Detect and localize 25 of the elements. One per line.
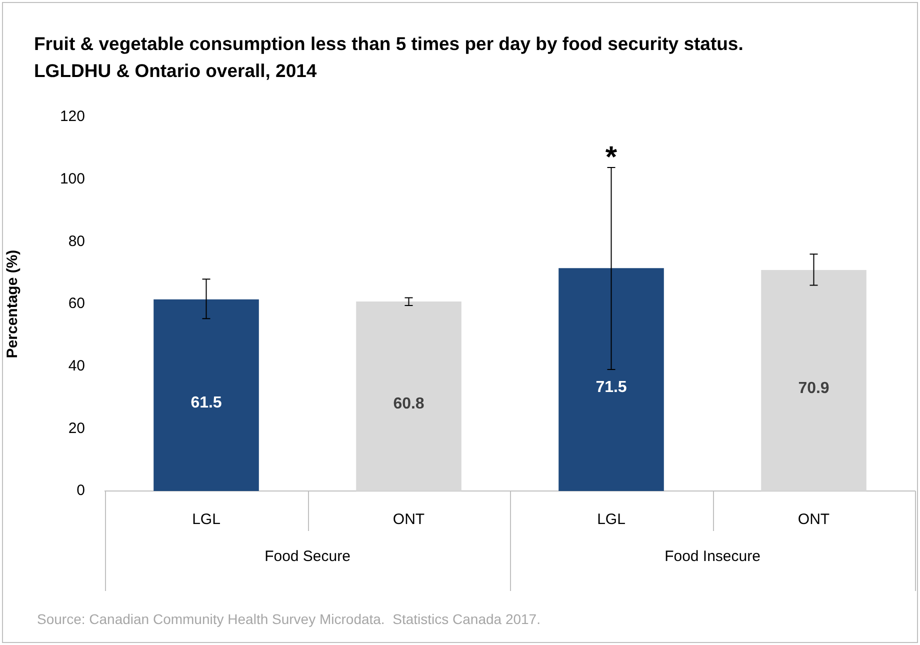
y-tick-label: 100: [60, 170, 85, 188]
bar: [154, 299, 259, 491]
data-label: 70.9: [798, 380, 830, 397]
y-tick-label: 60: [68, 295, 85, 312]
x-tick-label: LGL: [597, 511, 626, 528]
chart-title: Fruit & vegetable consumption less than 5 times per day by food security status. LGLDHU & Ontario overall, 2014: [34, 32, 744, 83]
y-tick-label: 80: [68, 232, 85, 250]
data-label: 71.5: [596, 378, 627, 396]
y-axis-title: Percentage (%): [4, 250, 22, 358]
bar: [558, 268, 664, 491]
annotation: *: [605, 140, 618, 174]
x-tick-label: LGL: [192, 511, 220, 528]
data-label: 61.5: [190, 394, 222, 412]
x-tick-label: ONT: [392, 511, 425, 528]
data-label: 60.8: [393, 396, 424, 413]
source-note: Source: Canadian Community Health Survey Microdata. Statistics Canada 2017.: [37, 611, 540, 627]
y-tick-label: 120: [60, 108, 85, 126]
x-tick-label: ONT: [798, 511, 830, 528]
text: Food Secure: [264, 548, 350, 566]
text: Food Insecure: [664, 548, 760, 566]
y-tick-label: 20: [68, 420, 85, 437]
y-tick-label: 40: [68, 357, 85, 374]
bar: [761, 270, 866, 491]
y-tick-label: 0: [76, 482, 85, 500]
bar: [356, 302, 462, 491]
